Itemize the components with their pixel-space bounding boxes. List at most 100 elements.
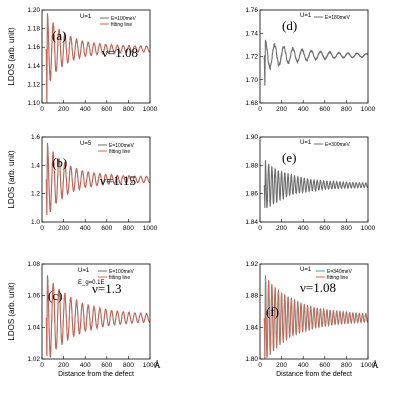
series-line-data	[263, 160, 368, 209]
x-tick-label: 0	[258, 225, 262, 232]
x-tick-label: 1000	[143, 106, 158, 113]
series-line-fit	[263, 275, 368, 359]
x-tick-label: 0	[40, 362, 44, 369]
series-line-data	[263, 39, 368, 86]
axes-frame	[41, 9, 151, 104]
x-tick-label: 0	[40, 106, 44, 113]
y-axis-label: LDOS (arb. unit)	[7, 282, 16, 341]
y-tick-label: 1.88	[245, 293, 258, 300]
nu-label: ν=1.08	[300, 280, 336, 295]
x-tick-label: 1000	[361, 362, 376, 369]
unit-label: Å	[372, 360, 379, 370]
x-tick-label: 0	[258, 362, 262, 369]
u-label: U=1	[300, 267, 312, 273]
x-tick-label: 400	[80, 362, 91, 369]
nu-label: ν=1.08	[102, 45, 138, 60]
x-tick-label: 400	[298, 106, 309, 113]
x-tick-label: 1000	[143, 362, 158, 369]
panel-label: (b)	[52, 155, 67, 170]
x-tick-label: 1000	[361, 106, 376, 113]
x-axis-label: Distance from the defect	[58, 371, 134, 378]
legend-entry: E=100meV	[109, 143, 135, 149]
axes-frame	[41, 263, 151, 360]
y-tick-label: 1.76	[245, 7, 258, 14]
x-tick-label: 800	[341, 225, 352, 232]
x-tick-label: 400	[80, 225, 91, 232]
y-axis-label: LDOS (arb. unit)	[7, 150, 16, 209]
u-label: U=1	[300, 13, 312, 19]
y-tick-label: 1.68	[245, 100, 258, 107]
y-axis-label: LDOS (arb. unit)	[7, 27, 16, 86]
x-tick-label: 600	[101, 225, 112, 232]
x-tick-label: 600	[101, 362, 112, 369]
x-tick-label: 800	[123, 225, 134, 232]
legend-entry: E=340meV	[327, 269, 353, 275]
legend-entry: fitting line	[327, 275, 348, 281]
x-tick-label: 400	[298, 225, 309, 232]
y-tick-label: 1.4	[31, 162, 40, 169]
panel-label: (a)	[52, 28, 66, 43]
axes-frame	[259, 263, 369, 360]
y-tick-label: 1.12	[27, 81, 40, 88]
y-tick-label: 1.18	[27, 26, 40, 33]
y-tick-label: 1.84	[245, 219, 258, 226]
gap-label: E_g=0.1E	[78, 280, 105, 286]
x-tick-label: 600	[319, 106, 330, 113]
y-tick-label: 1.08	[27, 261, 40, 268]
y-tick-label: 1.86	[245, 191, 258, 198]
x-tick-label: 1000	[361, 225, 376, 232]
y-tick-label: 1.20	[27, 7, 40, 14]
y-tick-label: 1.2	[31, 191, 40, 198]
x-tick-label: 800	[341, 362, 352, 369]
y-tick-label: 1.92	[245, 261, 258, 268]
x-tick-label: 200	[276, 362, 287, 369]
panel-label: (d)	[282, 18, 297, 33]
legend: E=300meV	[314, 142, 351, 148]
x-tick-label: 200	[58, 225, 69, 232]
nu-label: ν=1.3	[92, 281, 121, 296]
x-tick-label: 200	[276, 106, 287, 113]
legend: E=180meV	[314, 15, 351, 21]
y-tick-label: 1.06	[27, 293, 40, 300]
u-label: U=1	[80, 14, 92, 20]
y-tick-label: 1.14	[27, 63, 40, 70]
panel-d: 1.68 1.70 1.72 1.74 1.76 0 200 400 600 800 1000 (d)…	[245, 7, 375, 113]
x-tick-label: 200	[276, 225, 287, 232]
x-tick-label: 600	[101, 106, 112, 113]
y-tick-label: 1.72	[245, 54, 258, 61]
y-tick-label: 1.0	[31, 219, 40, 226]
y-tick-label: 1.74	[245, 30, 258, 37]
y-tick-label: 1.90	[245, 134, 258, 141]
unit-label: Å	[154, 360, 161, 370]
axes-frame	[259, 136, 369, 223]
y-tick-label: 1.6	[31, 134, 40, 141]
panel-label: (e)	[282, 150, 296, 165]
x-tick-label: 800	[123, 106, 134, 113]
legend-entry: E=100meV	[111, 16, 137, 22]
x-tick-label: 1000	[143, 225, 158, 232]
series-line-fit	[45, 143, 150, 215]
legend-entry: E=180meV	[325, 15, 351, 21]
x-tick-label: 600	[319, 225, 330, 232]
panel-label: (c)	[48, 288, 62, 303]
series-line-fit	[45, 14, 150, 103]
legend-entry: E=300meV	[325, 142, 351, 148]
x-tick-label: 400	[80, 106, 91, 113]
legend-entry: E=100meV	[109, 269, 135, 275]
x-tick-label: 200	[58, 106, 69, 113]
panel-a: 1.10 1.12 1.14 1.16 1.18 1.20 0 200 400 600 800 100…	[7, 7, 158, 113]
legend-entry: fitting line	[109, 275, 130, 281]
panel-c: 1.02 1.04 1.06 1.08 0 200 400 600 800 1000 LDOS (a…	[7, 261, 161, 378]
legend-entry: fitting line	[109, 149, 130, 155]
panel-b: 1.0 1.2 1.4 1.6 0 200 400 600 800 1000 LDOS (arb. …	[7, 134, 158, 232]
y-tick-label: 1.88	[245, 162, 258, 169]
x-tick-label: 800	[123, 362, 134, 369]
y-tick-label: 1.02	[27, 356, 40, 363]
y-tick-label: 1.10	[27, 100, 40, 107]
series-line-fit	[45, 276, 150, 357]
